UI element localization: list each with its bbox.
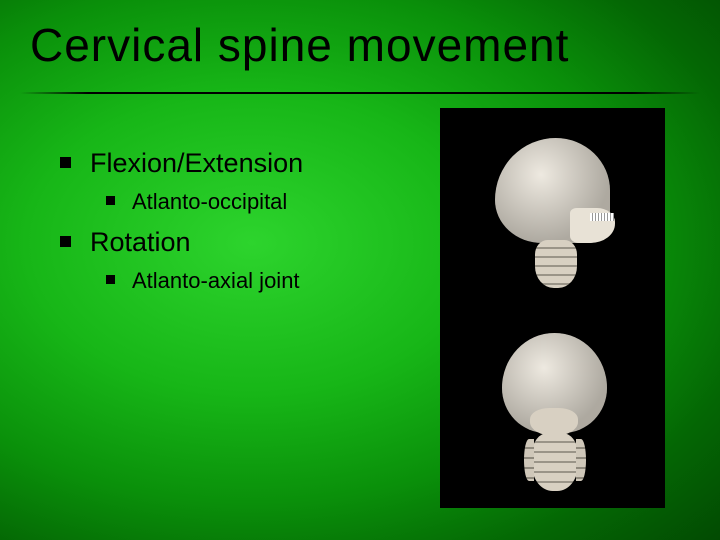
bullet-list: Flexion/Extension Atlanto-occipital Rota… [60,148,420,306]
bullet-text: Rotation [90,227,191,257]
teeth-icon [590,213,614,221]
bullet-lvl1: Flexion/Extension Atlanto-occipital [60,148,420,215]
bullet-text: Atlanto-occipital [132,189,287,214]
bullet-text: Atlanto-axial joint [132,268,300,293]
slide-title: Cervical spine movement [30,18,569,72]
bullet-lvl2: Atlanto-occipital [106,189,420,215]
anatomy-image [440,108,665,508]
bullet-lvl2: Atlanto-axial joint [106,268,420,294]
title-underline [20,92,700,94]
occipital-icon [530,408,578,436]
slide: Cervical spine movement Flexion/Extensio… [0,0,720,540]
cervical-vertebrae-posterior-icon [532,433,578,491]
bullet-text: Flexion/Extension [90,148,303,178]
bullet-lvl1: Rotation Atlanto-axial joint [60,227,420,294]
cervical-vertebrae-lateral-icon [535,240,577,288]
